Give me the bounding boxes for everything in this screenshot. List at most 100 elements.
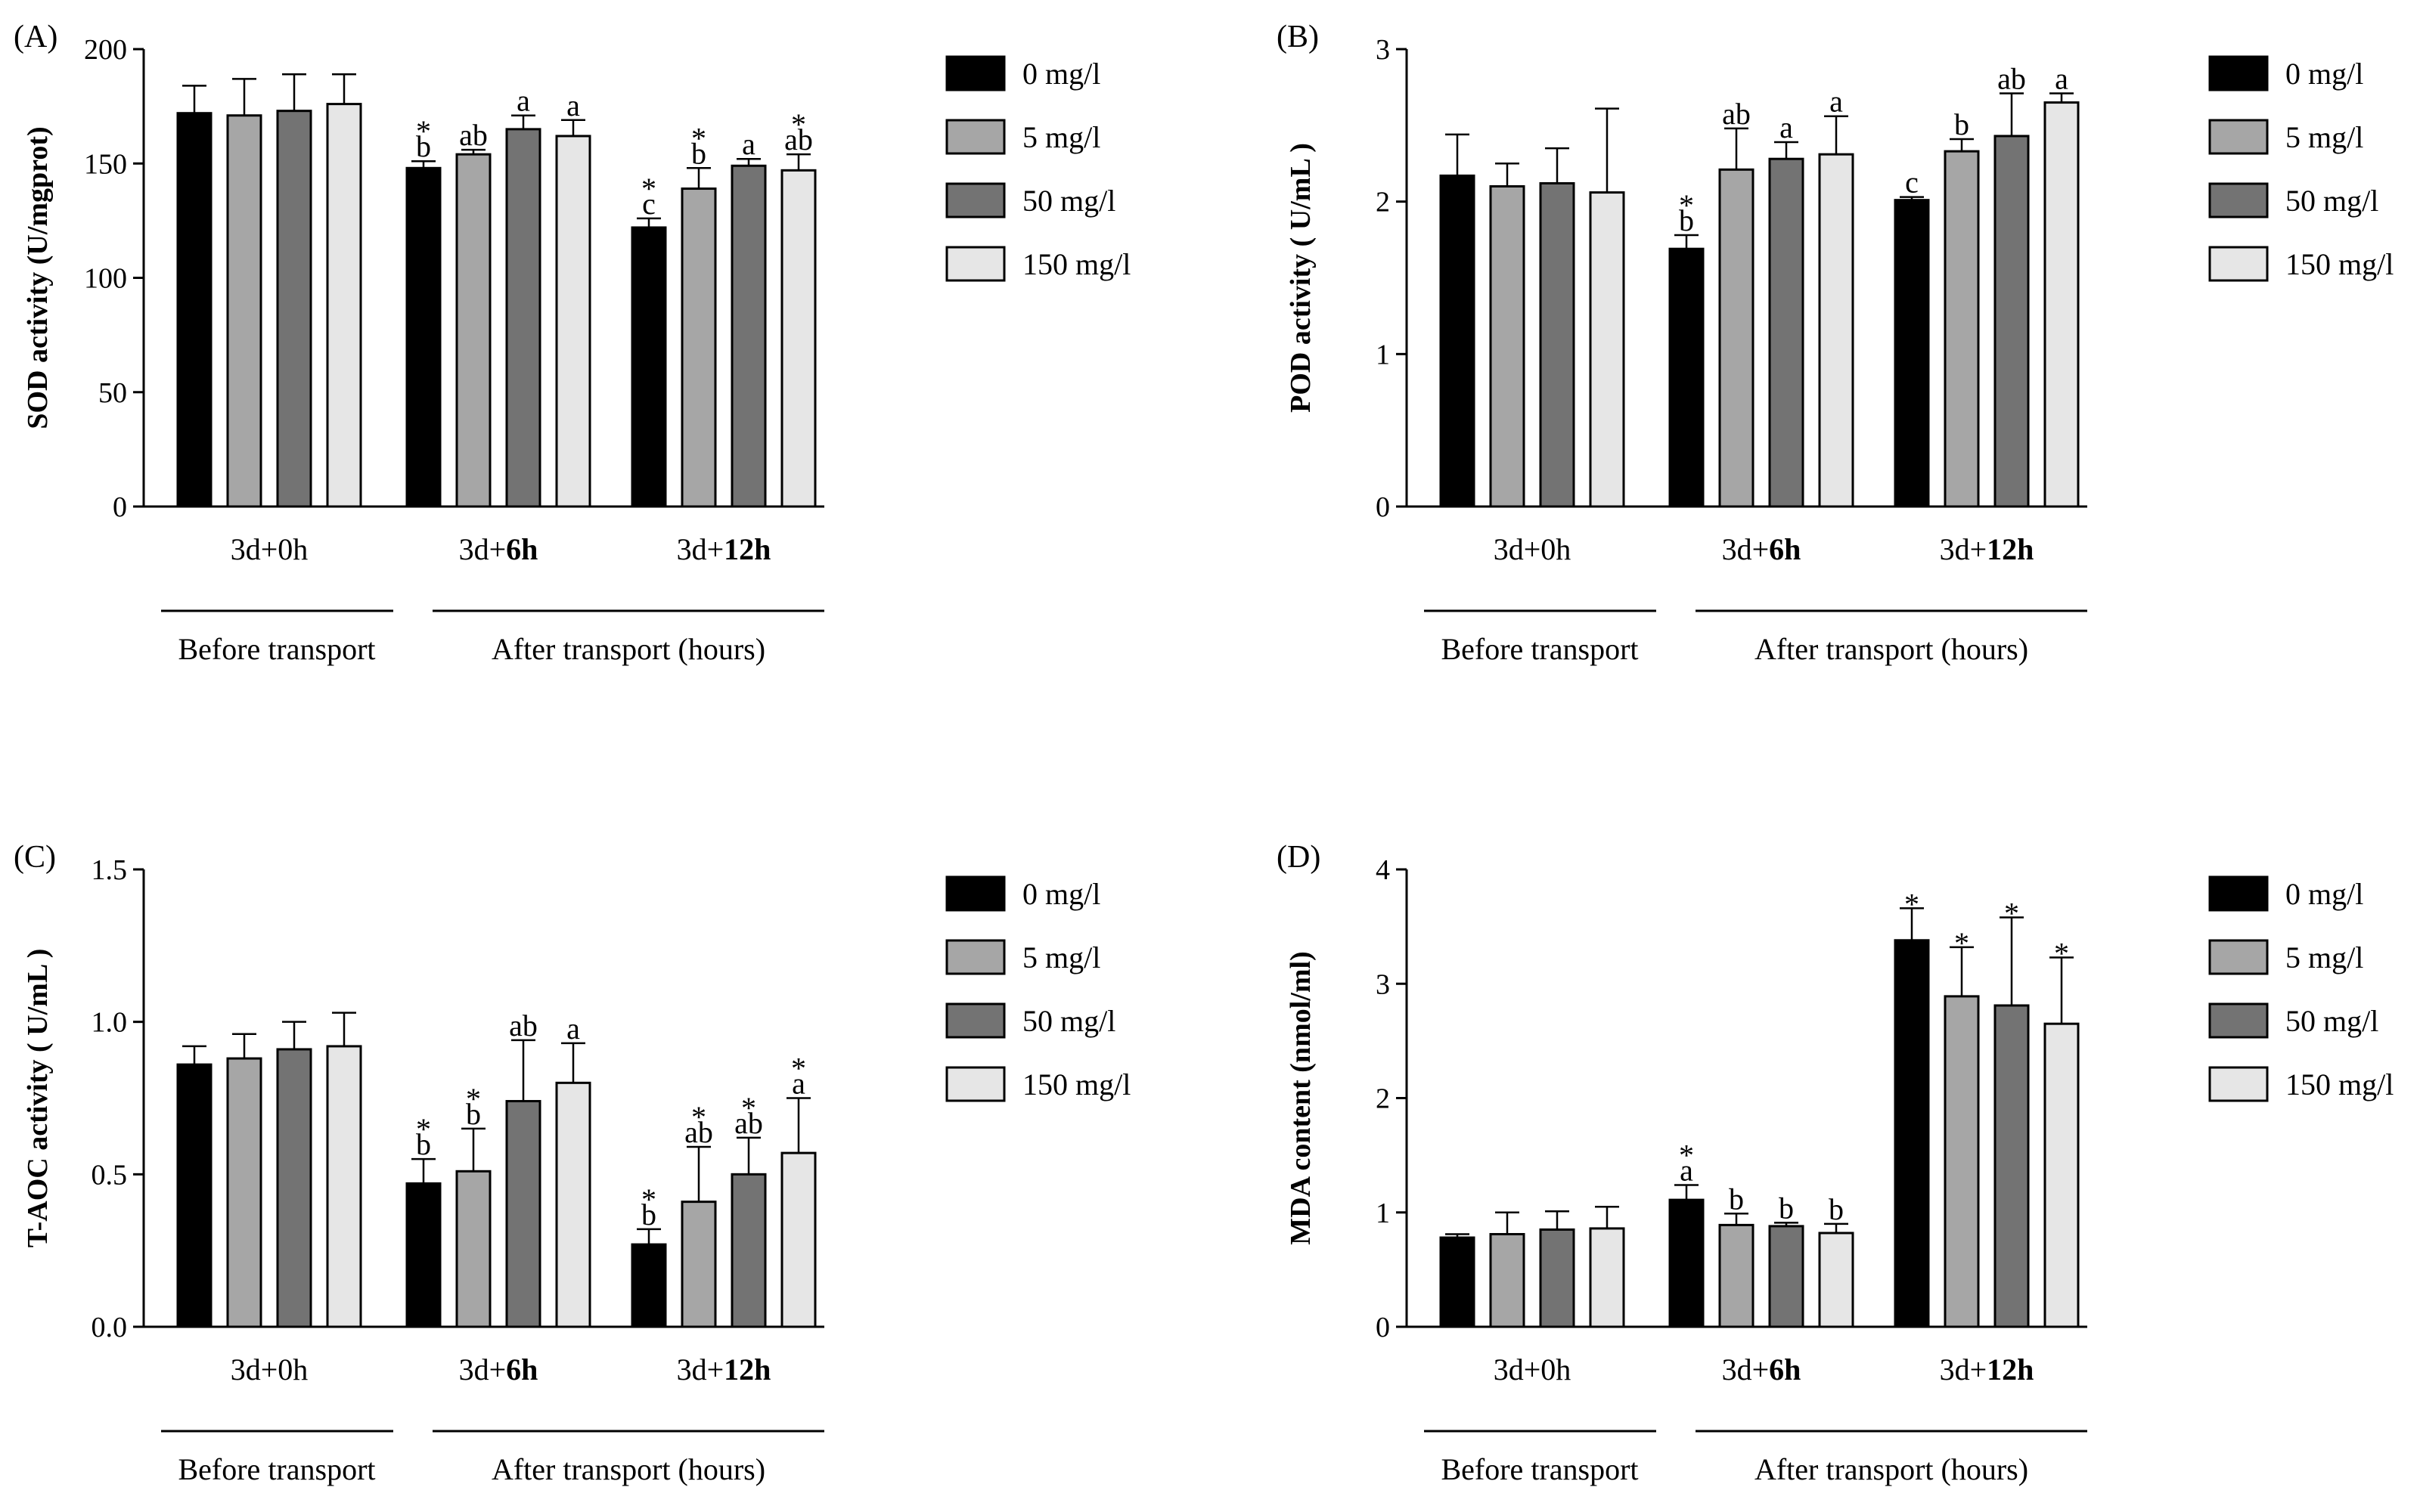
significance-label: * xyxy=(691,121,706,155)
legend-swatch xyxy=(945,55,1006,91)
bar xyxy=(276,110,312,508)
before-transport-label: Before transport xyxy=(1441,632,1638,666)
before-transport-label: Before transport xyxy=(178,1452,375,1486)
x-category-label: 3d+6h xyxy=(459,532,538,566)
bar xyxy=(631,1243,667,1328)
significance-label: * xyxy=(416,114,431,148)
bar xyxy=(1489,1232,1525,1328)
significance-label: * xyxy=(1679,188,1694,222)
legend-swatch xyxy=(945,246,1006,282)
bar xyxy=(1818,1232,1854,1328)
significance-label: * xyxy=(1679,1138,1694,1172)
significance-label: ab xyxy=(509,1009,538,1043)
significance-label: a xyxy=(2055,61,2068,95)
bar xyxy=(276,1048,312,1328)
significance-label: * xyxy=(2004,897,2019,931)
legend-swatch xyxy=(2208,119,2269,155)
significance-label: a xyxy=(566,1012,580,1046)
y-tick-label: 50 xyxy=(98,377,127,409)
legend-swatch xyxy=(945,182,1006,218)
x-category-label: 3d+6h xyxy=(1722,1352,1801,1387)
bar xyxy=(1668,247,1705,508)
after-transport-label: After transport (hours) xyxy=(1754,1452,2028,1486)
legend-label: 5 mg/l xyxy=(2285,940,2363,974)
legend-label: 5 mg/l xyxy=(2285,120,2363,154)
y-tick-label: 150 xyxy=(84,148,127,180)
bar xyxy=(1993,135,2030,508)
y-tick-label: 2 xyxy=(1376,1083,1390,1115)
significance-label: b xyxy=(416,1127,431,1161)
y-axis-label: SOD activity (U/mgprot) xyxy=(22,126,54,429)
significance-label: * xyxy=(641,172,656,206)
after-transport-label: After transport (hours) xyxy=(492,632,765,666)
bar xyxy=(1944,995,1980,1328)
bar xyxy=(1668,1198,1705,1328)
bar xyxy=(780,1151,817,1328)
significance-label: ab xyxy=(1997,61,2026,95)
x-category-label: 3d+0h xyxy=(231,532,309,566)
bar xyxy=(1894,199,1930,508)
significance-label: * xyxy=(1954,926,1969,960)
panel-c: (C)0.00.51.01.5T-AOC activity ( U/mL ) *b… xyxy=(14,840,1131,1486)
x-category-label: 3d+12h xyxy=(677,1352,771,1387)
panel-label: (D) xyxy=(1277,840,1320,875)
bar xyxy=(1944,150,1980,508)
significance-label: c xyxy=(1905,166,1919,200)
x-category-label: 3d+12h xyxy=(1940,1352,2034,1387)
significance-label: b xyxy=(1829,1192,1844,1226)
significance-label: a xyxy=(1779,110,1793,144)
significance-label: * xyxy=(466,1082,481,1116)
significance-label: b xyxy=(1679,203,1694,237)
after-transport-label: After transport (hours) xyxy=(492,1452,765,1486)
significance-label: b xyxy=(466,1097,481,1131)
legend-label: 50 mg/l xyxy=(1022,1004,1115,1038)
legend-label: 150 mg/l xyxy=(2285,247,2394,281)
legend-swatch xyxy=(2208,55,2269,91)
significance-label: * xyxy=(691,1100,706,1134)
legend-label: 50 mg/l xyxy=(2285,184,2378,218)
y-tick-label: 1 xyxy=(1376,1198,1390,1229)
y-tick-label: 3 xyxy=(1376,34,1390,66)
bar xyxy=(1768,1225,1804,1328)
y-tick-label: 1 xyxy=(1376,339,1390,370)
legend-swatch xyxy=(2208,246,2269,282)
bar xyxy=(226,114,262,508)
significance-label: a xyxy=(742,127,755,161)
y-tick-label: 4 xyxy=(1376,854,1390,886)
significance-label: a xyxy=(1829,85,1843,119)
legend-label: 0 mg/l xyxy=(1022,57,1100,91)
bar xyxy=(1768,157,1804,508)
legend-swatch xyxy=(2208,182,2269,218)
bar xyxy=(1718,168,1754,508)
significance-label: a xyxy=(566,88,580,122)
bar xyxy=(681,1201,717,1328)
legend-label: 0 mg/l xyxy=(2285,57,2363,91)
y-axis-label: POD activity ( U/mL ) xyxy=(1285,143,1317,413)
legend-swatch xyxy=(945,875,1006,912)
legend-swatch xyxy=(945,1066,1006,1102)
bar xyxy=(555,135,591,508)
significance-label: * xyxy=(1904,887,1919,921)
bar xyxy=(176,1063,213,1328)
bar xyxy=(555,1081,591,1328)
bar xyxy=(1993,1004,2030,1328)
bar xyxy=(455,153,492,508)
significance-label: * xyxy=(791,1052,806,1086)
bar xyxy=(176,112,213,508)
legend-swatch xyxy=(945,119,1006,155)
bar xyxy=(326,103,362,508)
y-tick-label: 1.0 xyxy=(92,1007,128,1039)
bar xyxy=(505,1100,541,1328)
bar xyxy=(1894,939,1930,1328)
legend-label: 150 mg/l xyxy=(1022,247,1131,281)
significance-label: b xyxy=(691,136,706,170)
bar xyxy=(1539,1228,1575,1328)
significance-label: ab xyxy=(684,1115,713,1149)
bar xyxy=(1818,153,1854,508)
bar xyxy=(326,1045,362,1328)
bar xyxy=(1439,174,1475,508)
significance-label: c xyxy=(642,187,656,221)
before-transport-label: Before transport xyxy=(178,632,375,666)
